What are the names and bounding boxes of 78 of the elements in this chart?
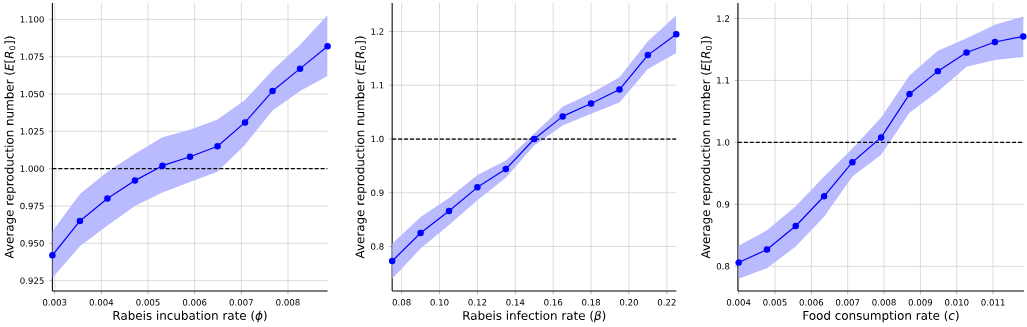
point <box>269 87 276 95</box>
y-tick-label: 1.1 <box>717 77 730 84</box>
y-tick-label: 1.100 <box>20 16 44 23</box>
x-tick-label: 0.004 <box>726 299 751 306</box>
point <box>388 257 396 265</box>
x-tick-label: 0.008 <box>872 299 896 306</box>
x-tick-label: 0.10 <box>430 299 449 306</box>
x-axis-title: Food consumption rate (c) <box>803 310 959 323</box>
point <box>763 246 771 253</box>
point <box>186 153 194 161</box>
point <box>735 259 742 266</box>
point <box>214 143 221 150</box>
point <box>906 90 913 98</box>
y-tick-label: 0.8 <box>371 243 384 250</box>
point <box>159 162 166 170</box>
point <box>445 207 453 215</box>
point <box>991 38 999 46</box>
y-tick-label: 1.050 <box>20 90 44 98</box>
y-tick-label: 0.8 <box>716 263 730 270</box>
x-tick-label: 0.12 <box>468 299 487 306</box>
point <box>530 135 538 143</box>
point <box>502 165 510 173</box>
y-tick-label: 0.9 <box>371 189 384 197</box>
x-tick-label: 0.003 <box>42 299 67 306</box>
x-tick-label: 0.005 <box>136 299 160 306</box>
point <box>417 229 424 237</box>
x-tick-label: 0.18 <box>582 299 601 306</box>
x-tick-label: 0.20 <box>619 299 638 306</box>
point <box>963 49 970 56</box>
point <box>644 51 652 59</box>
point <box>49 252 56 259</box>
y-tick-label: 1.075 <box>20 53 44 61</box>
y-tick-label: 0.950 <box>20 240 44 247</box>
x-tick-label: 0.08 <box>392 299 411 306</box>
point <box>849 159 856 166</box>
point <box>324 43 331 50</box>
x-tick-label: 0.011 <box>981 299 1005 306</box>
point <box>616 86 623 93</box>
point <box>104 195 111 202</box>
x-tick-label: 0.005 <box>763 299 787 306</box>
point <box>241 119 249 126</box>
point <box>587 100 595 107</box>
x-tick-label: 0.010 <box>945 299 969 306</box>
y-axis-title: Average reproduction number (E[R$_{0}$]) <box>700 36 713 259</box>
x-axis-title: Rabeis infection rate (β) <box>463 310 606 323</box>
y-tick-label: 1.2 <box>717 15 730 22</box>
point <box>877 134 885 141</box>
y-tick-label: 0.9 <box>716 201 730 208</box>
x-tick-label: 0.16 <box>544 299 563 306</box>
y-tick-label: 1.1 <box>371 82 384 89</box>
point <box>673 31 680 38</box>
x-tick-label: 0.22 <box>657 299 676 306</box>
x-tick-label: 0.007 <box>835 299 860 306</box>
x-tick-label: 0.006 <box>799 299 824 306</box>
x-tick-label: 0.006 <box>182 299 207 306</box>
y-axis-title: Average reproduction number (E[R$_{0}$]) <box>355 36 367 259</box>
y-tick-label: 1.000 <box>20 165 44 173</box>
point <box>934 68 942 75</box>
y-tick-label: 1.0 <box>371 135 384 143</box>
point <box>296 65 304 73</box>
x-tick-label: 0.004 <box>89 299 114 306</box>
point <box>474 184 481 191</box>
point <box>792 222 799 230</box>
x-tick-label: 0.008 <box>276 299 300 306</box>
y-tick-label: 1.2 <box>371 28 384 35</box>
y-axis-title: Average reproduction number (E[R$_{0}$]) <box>4 36 16 259</box>
x-tick-label: 0.14 <box>506 299 525 306</box>
point <box>76 217 84 225</box>
point <box>559 113 566 120</box>
y-tick-label: 1.0 <box>717 139 730 146</box>
x-axis-title: Rabeis incubation rate (ϕ) <box>113 310 267 323</box>
x-tick-label: 0.007 <box>229 299 253 306</box>
y-tick-label: 0.975 <box>20 202 44 210</box>
point <box>131 177 139 184</box>
point <box>820 193 828 200</box>
y-tick-label: 0.925 <box>20 277 44 285</box>
x-tick-label: 0.009 <box>908 299 933 306</box>
y-tick-label: 1.025 <box>20 128 44 135</box>
